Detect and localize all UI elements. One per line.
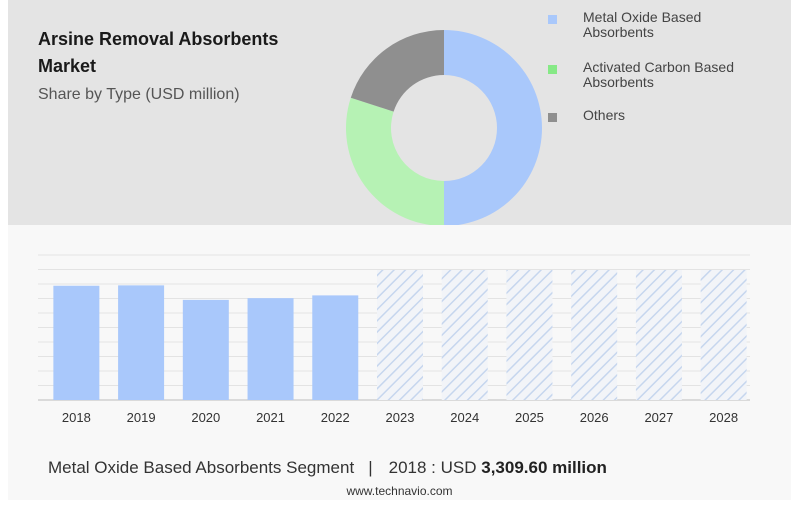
x-tick-label: 2028 — [709, 410, 738, 425]
forecast-bar-2027 — [635, 270, 682, 400]
x-tick-label: 2021 — [256, 410, 285, 425]
legend-swatch — [548, 15, 557, 24]
source-credit: www.technavio.com — [346, 484, 453, 498]
legend-label: Metal Oxide Based Absorbents — [583, 9, 702, 40]
x-tick-label: 2026 — [580, 410, 609, 425]
donut-slice-0 — [444, 30, 542, 226]
chart-subtitle: Share by Type (USD million) — [38, 86, 240, 103]
bar-2020 — [182, 299, 229, 400]
x-tick-label: 2022 — [321, 410, 350, 425]
forecast-bar-2023 — [377, 270, 423, 400]
x-tick-label: 2027 — [644, 410, 673, 425]
forecast-bar-2028 — [700, 270, 747, 400]
segment-value: 3,309.60 million — [481, 458, 607, 477]
forecast-bar-2024 — [441, 270, 488, 400]
forecast-bar-2026 — [571, 270, 618, 400]
x-tick-label: 2024 — [450, 410, 479, 425]
annual-bar-chart: 2018 2019 2020 2021 2022 2023 2024 2025 2026 2027… — [38, 254, 750, 425]
segment-label: Metal Oxide Based Absorbents Segment — [48, 458, 355, 477]
bar-2019 — [118, 285, 165, 400]
bar-chart-panel: 2018 2019 2020 2021 2022 2023 2024 2025 2026 2027… — [8, 225, 791, 500]
legend-item: Activated Carbon Based Absorbents — [548, 60, 788, 90]
forecast-bar-2025 — [506, 270, 553, 400]
donut-slice-1 — [346, 97, 444, 226]
legend-swatch — [548, 113, 557, 122]
legend-item: Others — [548, 108, 788, 123]
bar-2022 — [312, 295, 359, 400]
segment-year: 2018 : USD — [388, 458, 477, 477]
x-tick-label: 2019 — [127, 410, 156, 425]
donut-slice-2 — [350, 30, 444, 112]
bar-2018 — [53, 285, 100, 400]
chart-title: Arsine Removal Absorbents Market — [38, 29, 279, 76]
x-tick-label: 2018 — [62, 410, 91, 425]
legend-label: Others — [583, 107, 626, 123]
x-tick-label: 2020 — [191, 410, 220, 425]
share-donut-chart — [346, 30, 542, 226]
legend-label: Activated Carbon Based Absorbents — [583, 59, 734, 90]
bar-2021 — [247, 298, 294, 400]
x-tick-label: 2025 — [515, 410, 544, 425]
x-tick-label: 2023 — [386, 410, 415, 425]
segment-separator: | — [368, 458, 373, 477]
legend-item: Metal Oxide Based Absorbents — [548, 10, 788, 40]
legend-swatch — [548, 65, 557, 74]
segment-summary: Metal Oxide Based Absorbents Segment | 201… — [48, 458, 768, 478]
